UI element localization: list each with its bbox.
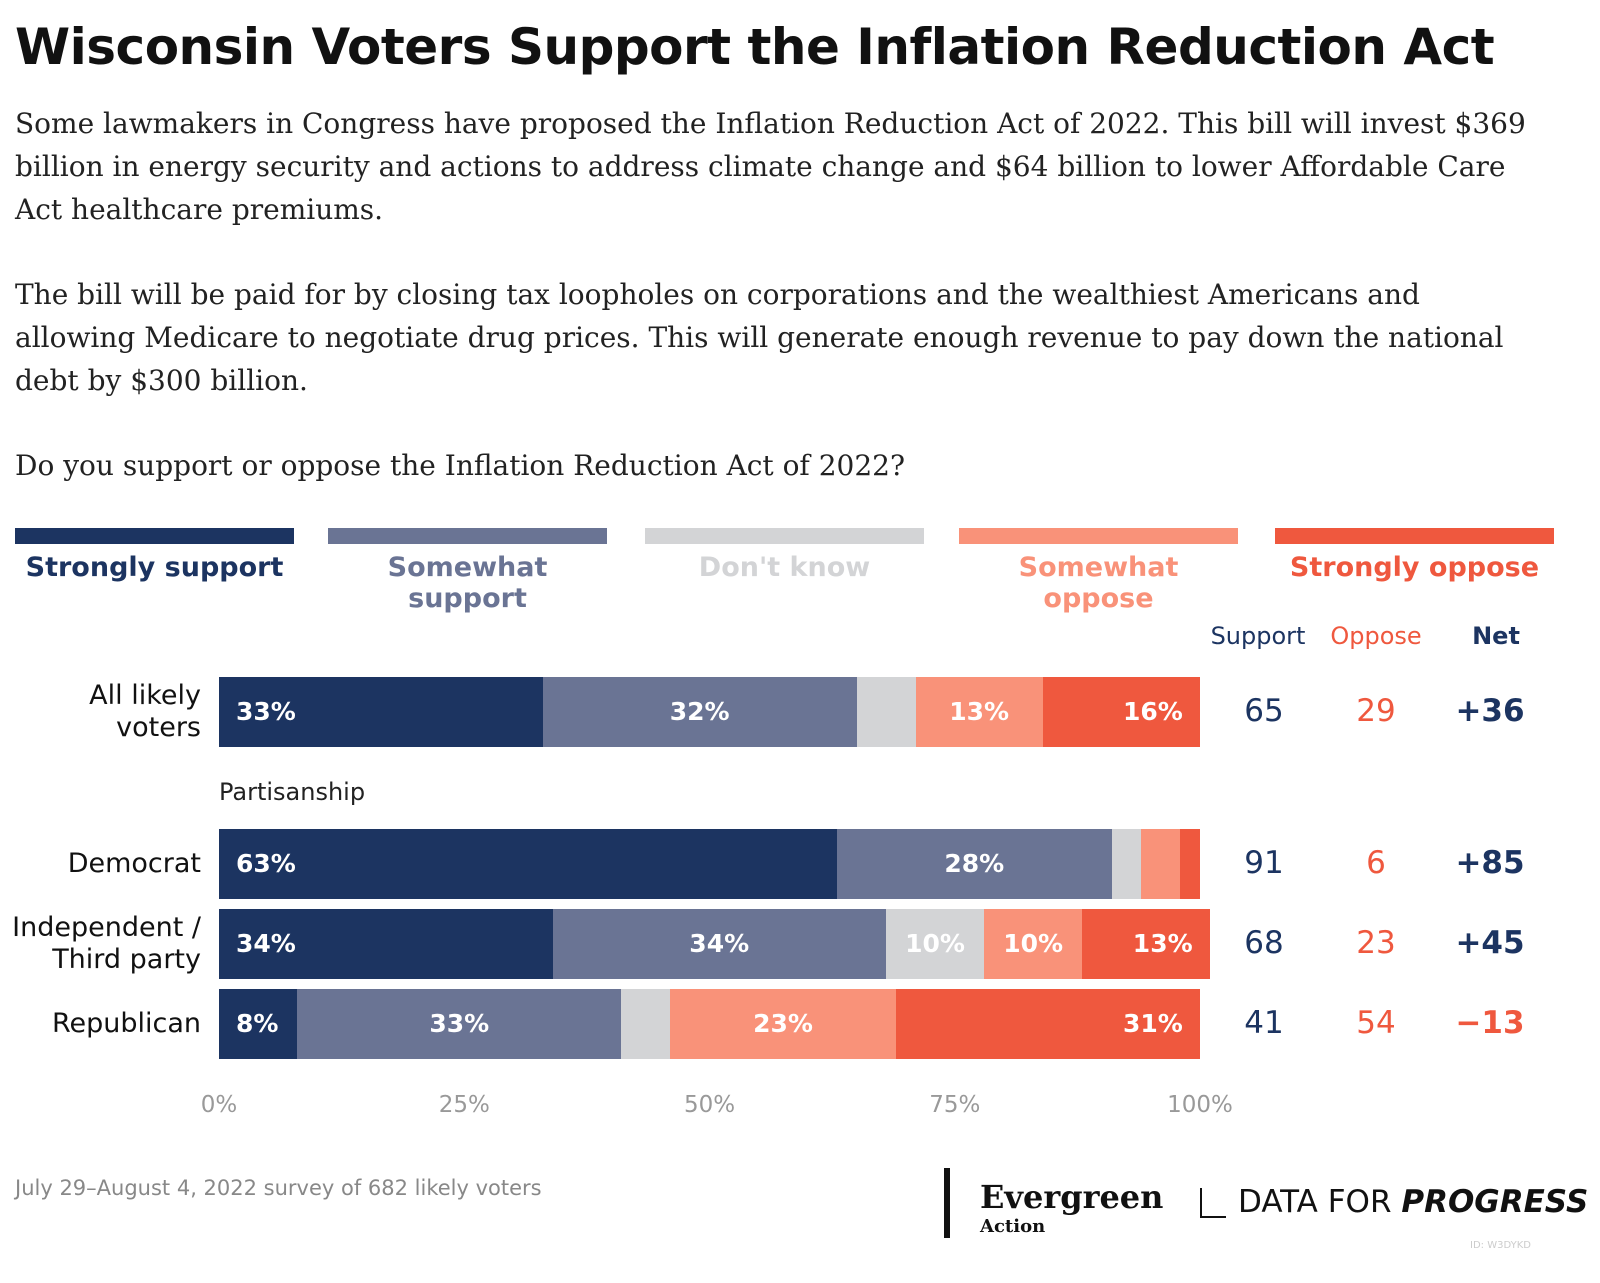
- summary-value: 91: [1244, 845, 1284, 881]
- summary-value: +36: [1455, 693, 1525, 729]
- value-label: 10%: [905, 929, 965, 958]
- value-label: 28%: [944, 849, 1005, 878]
- logo-text: Action: [980, 1216, 1046, 1237]
- bar-segment: [1141, 829, 1181, 899]
- legend-swatch: [959, 528, 1238, 544]
- group-label: Partisanship: [219, 778, 366, 806]
- value-label: 8%: [236, 1009, 279, 1038]
- bar-segment: [542, 677, 857, 747]
- bar-segment: [837, 829, 1112, 899]
- column-header: Support: [1210, 622, 1306, 650]
- summary-value: 23: [1356, 925, 1396, 961]
- legend-label: Somewhat oppose: [1018, 552, 1179, 614]
- logo-text: DATA FOR: [1238, 1184, 1392, 1220]
- bar-segment: [670, 989, 896, 1059]
- summary-value: 65: [1244, 693, 1284, 729]
- bar-segment: [856, 677, 916, 747]
- bar-segment: [297, 989, 622, 1059]
- legend-label: Strongly oppose: [1289, 552, 1540, 583]
- x-tick-label: 25%: [438, 1092, 490, 1118]
- logo-text: DATA FOR PROGRESS: [1238, 1184, 1588, 1220]
- x-tick-label: 75%: [929, 1092, 981, 1118]
- value-label: 32%: [669, 697, 730, 726]
- bar-segment: [1180, 829, 1200, 899]
- value-label: 34%: [689, 929, 750, 958]
- column-header: Net: [1472, 622, 1520, 650]
- bar-segment: [621, 989, 671, 1059]
- value-label: 33%: [429, 1009, 490, 1038]
- bar-segment: [219, 909, 553, 979]
- category-label: Democrat: [67, 848, 201, 879]
- paragraph: Do you support or oppose the Inflation R…: [15, 449, 905, 482]
- bar-segment: [219, 829, 838, 899]
- value-label: 31%: [1123, 1009, 1183, 1038]
- column-header: Oppose: [1330, 622, 1422, 650]
- subtitle: Some lawmakers in Congress have proposed…: [15, 102, 1545, 529]
- category-label: Republican: [51, 1008, 201, 1039]
- summary-value: 54: [1356, 1005, 1396, 1041]
- summary-value: +85: [1455, 845, 1525, 881]
- legend-label: Strongly support: [25, 552, 284, 583]
- bar-segment: [886, 909, 985, 979]
- summary-value: 68: [1244, 925, 1284, 961]
- bar-segment: [219, 677, 543, 747]
- logo-mark: [1200, 1188, 1226, 1218]
- summary-value: 41: [1244, 1005, 1284, 1041]
- legend-label: Somewhat support: [387, 552, 548, 614]
- legend-swatch: [15, 528, 294, 544]
- x-tick-label: 0%: [200, 1092, 238, 1118]
- bar-segment: [552, 909, 887, 979]
- chart-title: Wisconsin Voters Support the Inflation R…: [15, 18, 1495, 76]
- chart-id: ID: W3DYKD: [1470, 1240, 1531, 1251]
- summary-value: 29: [1356, 693, 1396, 729]
- bar-segment: [984, 909, 1083, 979]
- value-label: 16%: [1123, 697, 1183, 726]
- value-label: 33%: [236, 697, 296, 726]
- summary-value: 6: [1366, 845, 1386, 881]
- legend-label: Don't know: [698, 552, 871, 583]
- bar-segment: [1082, 909, 1210, 979]
- legend-swatch: [645, 528, 924, 544]
- logo-mark: [944, 1168, 980, 1238]
- category-label: Independent / Third party: [12, 912, 201, 975]
- bar-segment: [895, 989, 1200, 1059]
- value-label: 13%: [1132, 929, 1193, 958]
- bar-segment: [1043, 677, 1200, 747]
- logo-text: Evergreen: [980, 1178, 1164, 1216]
- value-label: 10%: [1003, 929, 1064, 958]
- paragraph: The bill will be paid for by closing tax…: [15, 278, 1504, 397]
- bar-segment: [1111, 829, 1142, 899]
- x-tick-label: 50%: [683, 1092, 736, 1118]
- bar-segment: [915, 677, 1044, 747]
- paragraph: Some lawmakers in Congress have proposed…: [15, 107, 1526, 226]
- logo-text: PROGRESS: [1401, 1184, 1589, 1220]
- value-label: 63%: [236, 849, 296, 878]
- value-label: 13%: [949, 697, 1010, 726]
- category-label: All likely voters: [89, 680, 201, 743]
- x-tick-label: 100%: [1167, 1092, 1233, 1118]
- value-label: 34%: [236, 929, 296, 958]
- legend-swatch: [1275, 528, 1554, 544]
- summary-value: +45: [1455, 925, 1525, 961]
- note: July 29–August 4, 2022 survey of 682 lik…: [15, 1176, 542, 1200]
- summary-value: −13: [1455, 1005, 1525, 1041]
- legend-swatch: [328, 528, 607, 544]
- bar-segment: [219, 989, 298, 1059]
- value-label: 23%: [753, 1009, 813, 1038]
